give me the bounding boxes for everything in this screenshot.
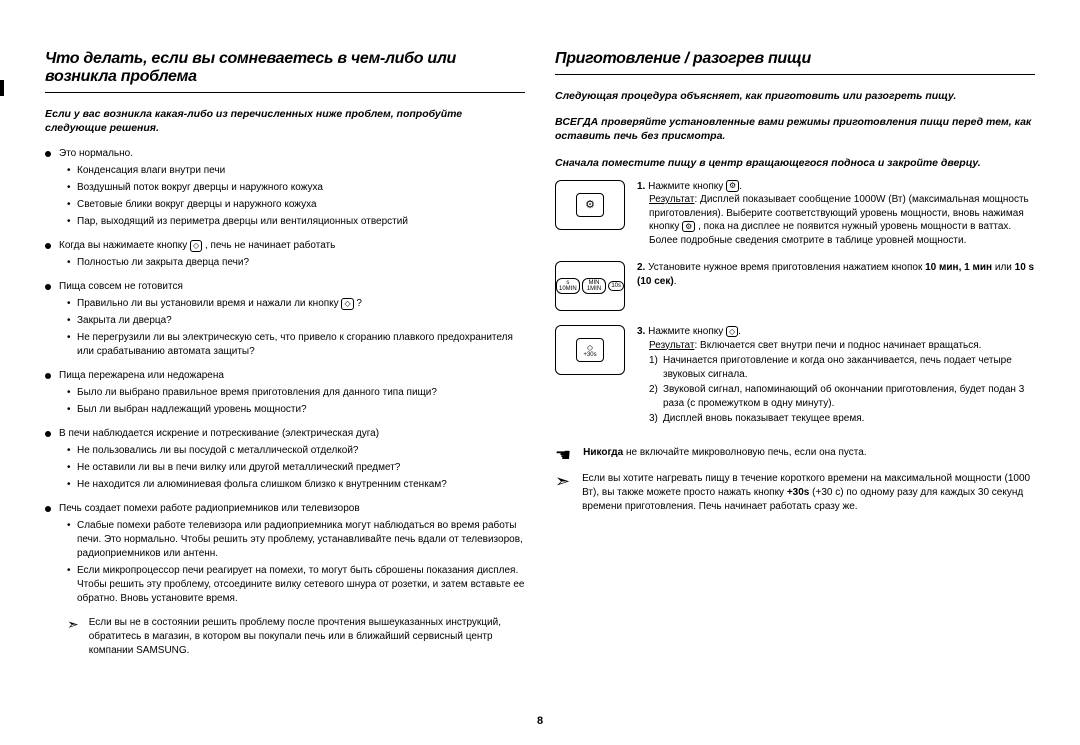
- page-number: 8: [537, 715, 543, 727]
- warn-b: не включайте микроволновую печь, если он…: [623, 447, 866, 458]
- btn-10min: s 10MIN: [556, 278, 580, 294]
- step2-e: .: [674, 276, 677, 287]
- section-interference: Печь создает помехи работе радиоприемник…: [45, 502, 525, 606]
- step3-res-label: Результат: [649, 340, 694, 351]
- s1-head: Это нормально.: [59, 147, 133, 161]
- tip-arrow-icon: ➣: [555, 472, 570, 490]
- s3-head: Пища совсем не готовится: [59, 280, 183, 294]
- step2-icon: s 10MIN MIN 1MIN 10s: [555, 261, 625, 311]
- note-arrow-icon: ➣: [67, 617, 79, 631]
- s4-a: Было ли выбрано правильное время пригото…: [67, 386, 525, 400]
- r2n: 2): [649, 383, 658, 397]
- s2-head: Когда вы нажимаете кнопку ◇ , печь не на…: [59, 239, 335, 253]
- step1-icon: ⚙: [555, 180, 625, 230]
- step2-a: Установите нужное время приготовления на…: [648, 262, 925, 273]
- section-nocook: Пища совсем не готовится Правильно ли вы…: [45, 280, 525, 359]
- btn-1min: MIN 1MIN: [582, 278, 607, 294]
- s3-a: Правильно ли вы установили время и нажал…: [67, 297, 525, 311]
- warn-a: Никогда: [583, 447, 623, 458]
- start-icon: ◇: [726, 326, 738, 338]
- side-tab: R: [0, 80, 4, 96]
- section-spark: В печи наблюдается искрение и потрескива…: [45, 427, 525, 492]
- s4-b: Был ли выбран надлежащий уровень мощност…: [67, 403, 525, 417]
- s5-b: Не оставили ли вы в печи вилку или друго…: [67, 461, 525, 475]
- s5-c: Не находится ли алюминиевая фольга слишк…: [67, 478, 525, 492]
- step3-icon: ◇+30s: [555, 325, 625, 375]
- hand-icon: ☚: [555, 446, 571, 464]
- step1-b: .: [739, 181, 742, 192]
- s3-c: Не перегрузили ли вы электрическую сеть,…: [67, 331, 525, 359]
- s6-a: Слабые помехи работе телевизора или ради…: [67, 519, 525, 561]
- s5-a: Не пользовались ли вы посудой с металлич…: [67, 444, 525, 458]
- r3: Дисплей вновь показывает текущее время.: [663, 413, 864, 424]
- start-plus30-icon: ◇+30s: [576, 338, 604, 362]
- step-2: s 10MIN MIN 1MIN 10s 2. Установите нужно…: [555, 261, 1035, 311]
- r3n: 3): [649, 412, 658, 426]
- step3-res: : Включается свет внутри печи и поднос н…: [694, 340, 981, 351]
- right-intro1: Следующая процедура объясняет, как приго…: [555, 89, 1035, 103]
- s6-b: Если микропроцессор печи реагирует на по…: [67, 564, 525, 606]
- step2-c: или: [992, 262, 1015, 273]
- s3-b: Закрыта ли дверца?: [67, 314, 525, 328]
- left-column: Что делать, если вы сомневаетесь в чем-л…: [45, 50, 525, 720]
- step1-res-b: , пока на дисплее не появится нужный уро…: [649, 221, 1011, 246]
- step3-a: Нажмите кнопку: [648, 326, 726, 337]
- tip-note: ➣ Если вы хотите нагревать пищу в течени…: [555, 472, 1035, 514]
- step1-res-label: Результат: [649, 194, 694, 205]
- step3-num: 3.: [637, 326, 645, 337]
- right-column: Приготовление / разогрев пищи Следующая …: [555, 50, 1035, 720]
- s2-a: Полностью ли закрыта дверца печи?: [67, 256, 525, 270]
- section-nostart: Когда вы нажимаете кнопку ◇ , печь не на…: [45, 239, 525, 270]
- left-title: Что делать, если вы сомневаетесь в чем-л…: [45, 50, 525, 93]
- btn-10s: 10s: [608, 281, 624, 291]
- start-icon: ◇: [190, 240, 202, 252]
- step-3: ◇+30s 3. Нажмите кнопку ◇. Результат: Вк…: [555, 325, 1035, 428]
- section-overcook: Пища пережарена или недожарена Было ли в…: [45, 369, 525, 417]
- right-sub: Сначала поместите пищу в центр вращающег…: [555, 156, 1035, 170]
- r1n: 1): [649, 354, 658, 368]
- s4-head: Пища пережарена или недожарена: [59, 369, 224, 383]
- step1-a: Нажмите кнопку: [648, 181, 726, 192]
- s1-a: Конденсация влаги внутри печи: [67, 164, 525, 178]
- start-icon: ◇: [341, 298, 353, 310]
- right-title: Приготовление / разогрев пищи: [555, 50, 1035, 75]
- step3-b: .: [738, 326, 741, 337]
- power-icon: ⚙: [576, 193, 604, 217]
- tip-b: +30s: [787, 487, 810, 498]
- left-intro: Если у вас возникла какая-либо из перечи…: [45, 107, 525, 135]
- warning-note: ☚ Никогда не включайте микроволновую печ…: [555, 446, 1035, 464]
- section-normal: Это нормально. Конденсация влаги внутри …: [45, 147, 525, 229]
- s1-b: Воздушный поток вокруг дверцы и наружног…: [67, 181, 525, 195]
- s5-head: В печи наблюдается искрение и потрескива…: [59, 427, 379, 441]
- left-note: ➣ Если вы не в состоянии решить проблему…: [45, 616, 525, 658]
- left-note-text: Если вы не в состоянии решить проблему п…: [89, 616, 525, 658]
- step2-b: 10 мин, 1 мин: [925, 262, 992, 273]
- s6-head: Печь создает помехи работе радиоприемник…: [59, 502, 360, 516]
- step1-num: 1.: [637, 181, 645, 192]
- right-intro2: ВСЕГДА проверяйте установленные вами реж…: [555, 115, 1035, 143]
- s1-c: Световые блики вокруг дверцы и наружного…: [67, 198, 525, 212]
- power-btn-icon: ⚙: [682, 221, 695, 233]
- page-spread: Что делать, если вы сомневаетесь в чем-л…: [45, 50, 1035, 720]
- r2: Звуковой сигнал, напоминающий об окончан…: [663, 384, 1024, 409]
- r1: Начинается приготовление и когда оно зак…: [663, 355, 1012, 380]
- step2-num: 2.: [637, 262, 645, 273]
- power-btn-icon: ⚙: [726, 180, 739, 192]
- s1-d: Пар, выходящий из периметра дверцы или в…: [67, 215, 525, 229]
- step-1: ⚙ 1. Нажмите кнопку ⚙. Результат: Диспле…: [555, 180, 1035, 248]
